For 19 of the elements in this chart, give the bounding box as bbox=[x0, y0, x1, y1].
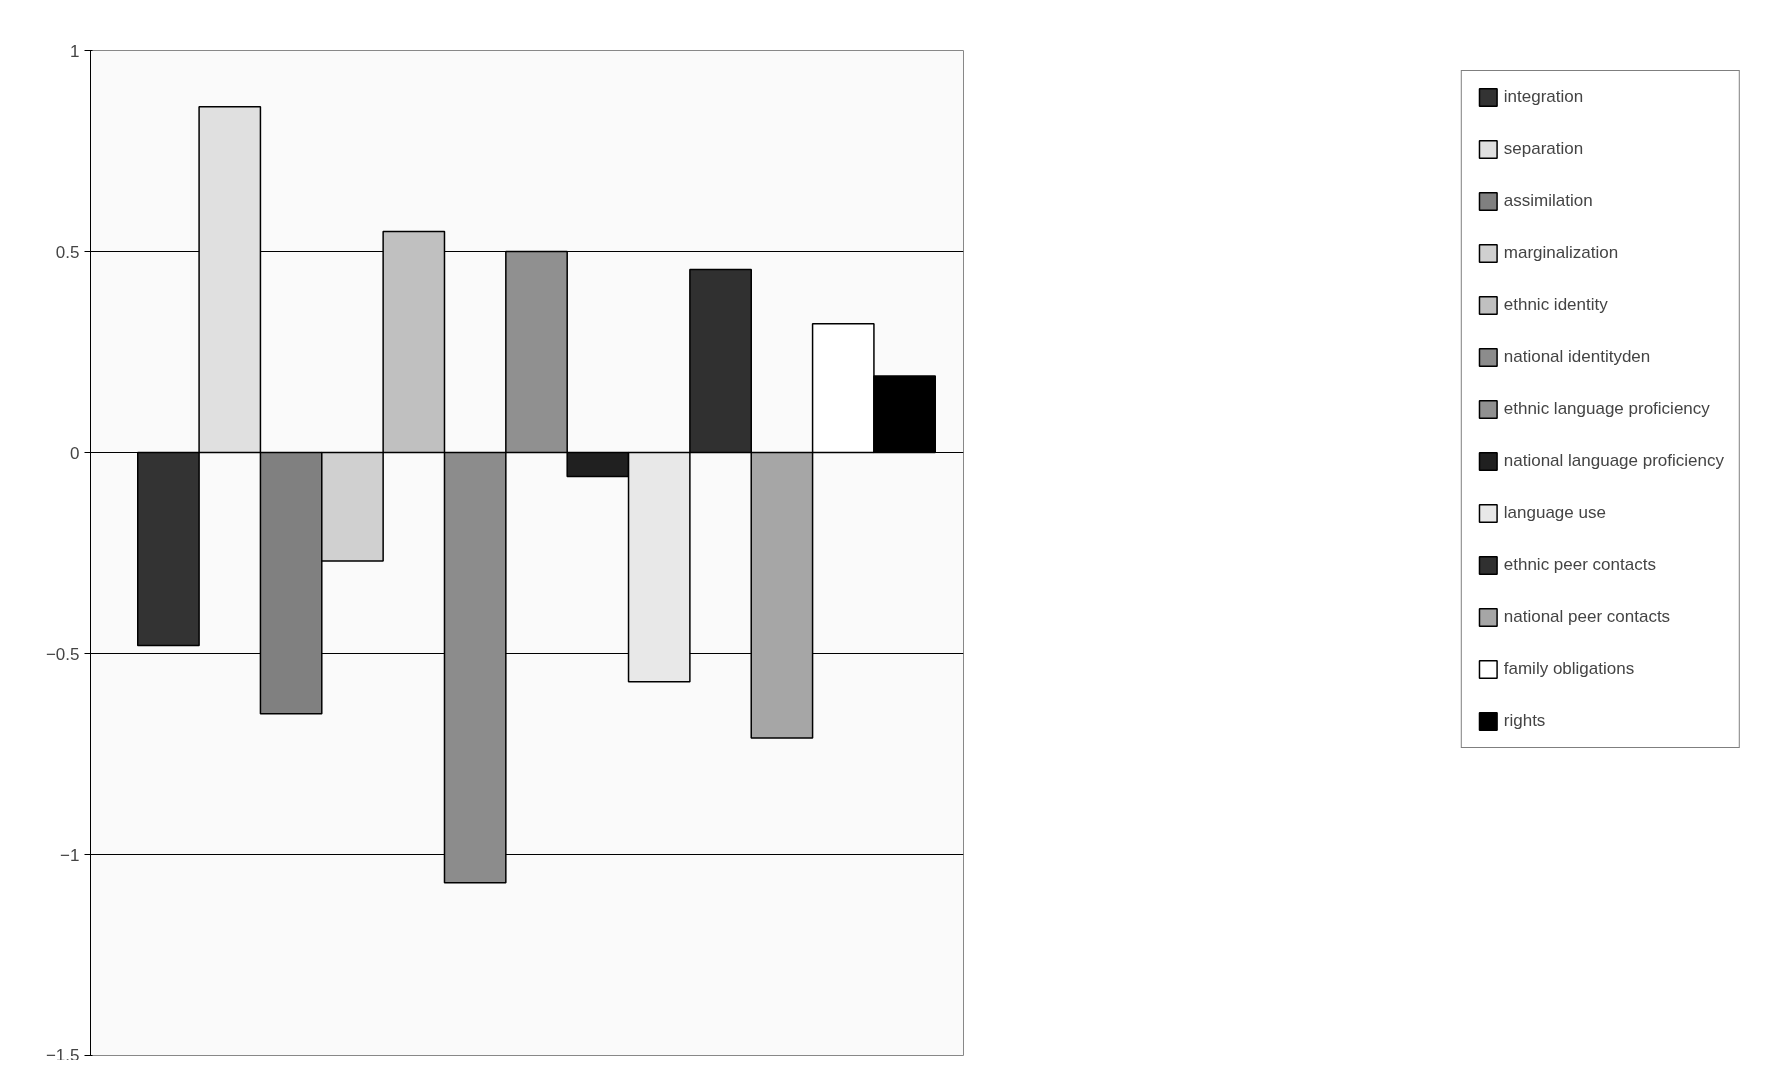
y-tick-label: −1.5 bbox=[45, 1045, 80, 1065]
legend-label: language use bbox=[1503, 503, 1606, 523]
legend-label: family obligations bbox=[1503, 659, 1635, 679]
legend-label: integration bbox=[1503, 87, 1584, 107]
y-tick-label: 0 bbox=[70, 443, 80, 463]
y-tick-label: 1 bbox=[70, 41, 80, 61]
y-tick-label: −1 bbox=[60, 845, 80, 865]
y-tick-label: −0.5 bbox=[45, 644, 80, 664]
legend-label: ethnic identity bbox=[1503, 295, 1608, 315]
y-tick-label: 0.5 bbox=[55, 242, 80, 262]
legend-label: ethnic language proficiency bbox=[1503, 399, 1710, 419]
legend-label: national language proficiency bbox=[1503, 451, 1724, 471]
legend-label: national peer contacts bbox=[1503, 607, 1671, 627]
legend-label: marginalization bbox=[1503, 243, 1619, 263]
legend-label: separation bbox=[1503, 139, 1584, 159]
legend-label: assimilation bbox=[1503, 191, 1593, 211]
legend-label: ethnic peer contacts bbox=[1503, 555, 1656, 575]
legend-label: national identityden bbox=[1503, 347, 1651, 367]
legend-label: rights bbox=[1503, 711, 1546, 731]
